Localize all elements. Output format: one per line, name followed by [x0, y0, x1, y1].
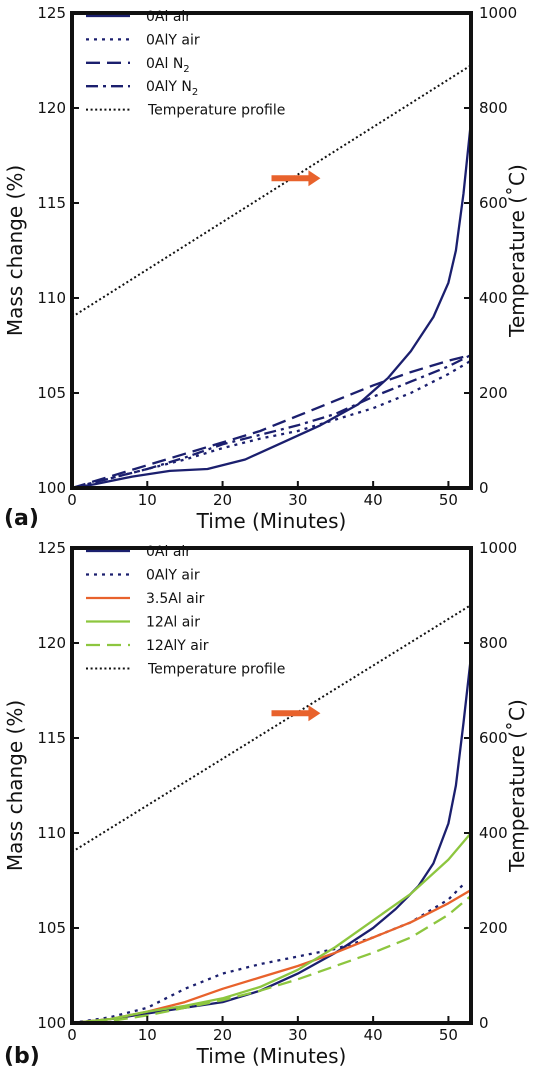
panel-b-x-tick-label: 10	[138, 1026, 157, 1044]
panel-a-series	[72, 64, 471, 488]
panel-b-series-12aly-air	[72, 894, 471, 1023]
panel-a-x-tick-label: 30	[288, 491, 307, 509]
panel-a-y2-tick-label: 800	[479, 99, 508, 117]
panel-a-series-0aly-n2	[72, 353, 471, 488]
panel-b-y2-tick-label: 600	[479, 729, 508, 747]
panel-a-x-tick-label: 10	[138, 491, 157, 509]
panel-a-legend: 0Al air 0AlY air 0Al N2 0AlY N2 Temperature …	[86, 9, 285, 119]
panel-b-y2-axis-title: Temperature (˚C)	[505, 699, 529, 873]
panel-a-x-tick-label: 0	[67, 491, 77, 509]
panel-a-y-axis-title: Mass change (%)	[3, 165, 27, 336]
panel-a-series-0al-n2	[72, 353, 471, 488]
panel-b-x-tick-label: 0	[67, 1026, 77, 1044]
panel-a-legend-label: 0Al air	[146, 9, 191, 25]
panel-a-y-tick-label: 125	[37, 4, 66, 22]
panel-b-plot-frame	[70, 546, 473, 1025]
panel-a-y-tick-label: 105	[37, 384, 66, 402]
panel-b-series	[72, 604, 471, 1023]
panel-b-legend-label: 0AlY air	[146, 568, 200, 584]
panel-a-y2-tick-label: 400	[479, 289, 508, 307]
panel-a-y-tick-label: 115	[37, 194, 66, 212]
panel-b-x-tick-label: 20	[213, 1026, 232, 1044]
panel-b-series-3-5al-air	[72, 889, 471, 1023]
panel-a-y2-tick-label: 1000	[479, 4, 517, 22]
panel-a-y-tick-label: 120	[37, 99, 66, 117]
panel-b-y-tick-label: 105	[37, 919, 66, 937]
panel-b-arrow-icon	[271, 705, 321, 722]
panel-a-y-tick-label: 110	[37, 289, 66, 307]
panel-a-series-0al-air	[72, 121, 471, 488]
panel-b-label: (b)	[4, 1044, 40, 1069]
panel-a-arrow-icon	[271, 170, 321, 187]
panel-b-legend-label: 3.5Al air	[146, 591, 205, 607]
panel-b-y2-tick-label: 1000	[479, 539, 517, 557]
panel-b-y2-tick-label: 200	[479, 919, 508, 937]
panel-a-series-0aly-air	[72, 359, 471, 488]
panel-a-legend-label: 0AlY air	[146, 32, 200, 48]
panel-a-x-tick-label: 40	[364, 491, 383, 509]
panel-b-series-temperature-profile	[72, 604, 471, 853]
panel-a-plot-frame	[70, 11, 473, 490]
panel-b-series-12al-air	[72, 832, 471, 1023]
panel-b-y-axis-title: Mass change (%)	[3, 700, 27, 871]
panel-a-legend-label: Temperature profile	[147, 103, 285, 119]
panel-a-y2-axis-title: Temperature (˚C)	[505, 164, 529, 338]
panel-b: 0 10 20 30 40 50 100 105 110 115 120 125 0 200 400 600 8…	[3, 539, 529, 1069]
panel-a-x-tick-label: 50	[439, 491, 458, 509]
panel-b-x-axis-title: Time (Minutes)	[196, 1044, 347, 1068]
panel-b-y-tick-label: 120	[37, 634, 66, 652]
panel-b-legend-label: 0Al air	[146, 544, 191, 560]
panel-b-legend: 0Al air 0AlY air 3.5Al air 12Al air 12AlY ai…	[86, 544, 285, 678]
panel-b-y2-tick-label: 0	[479, 1014, 489, 1032]
panel-a-y2-tick-label: 600	[479, 194, 508, 212]
panel-b-y2-tick-label: 400	[479, 824, 508, 842]
panel-a-y-tick-label: 100	[37, 479, 66, 497]
panel-b-series-0aly-air	[72, 883, 465, 1023]
panel-b-legend-label: 12Al air	[146, 615, 200, 631]
panel-a-y2-tick-label: 0	[479, 479, 489, 497]
panel-b-x-tick-label: 30	[288, 1026, 307, 1044]
panel-b-y-tick-label: 100	[37, 1014, 66, 1032]
panel-a-label: (a)	[4, 506, 39, 531]
panel-a-series-temperature-profile	[72, 64, 471, 318]
panel-b-x-tick-label: 50	[439, 1026, 458, 1044]
panel-a-y2-tick-label: 200	[479, 384, 508, 402]
panel-a-legend-label: 0Al N2	[146, 56, 190, 75]
panel-b-legend-label: Temperature profile	[147, 662, 285, 678]
panel-b-y2-tick-label: 800	[479, 634, 508, 652]
panel-b-y-tick-label: 125	[37, 539, 66, 557]
panel-b-legend-label: 12AlY air	[146, 638, 209, 654]
panel-b-y-tick-label: 115	[37, 729, 66, 747]
panel-a-x-axis-title: Time (Minutes)	[196, 509, 347, 533]
panel-b-y-tick-label: 110	[37, 824, 66, 842]
panel-a: 0 10 20 30 40 50 100 105 110 115 120 125 0 200 400 600 8…	[3, 4, 529, 533]
panel-b-x-tick-label: 40	[364, 1026, 383, 1044]
panel-a-legend-label: 0AlY N2	[146, 79, 198, 98]
panel-a-x-tick-label: 20	[213, 491, 232, 509]
